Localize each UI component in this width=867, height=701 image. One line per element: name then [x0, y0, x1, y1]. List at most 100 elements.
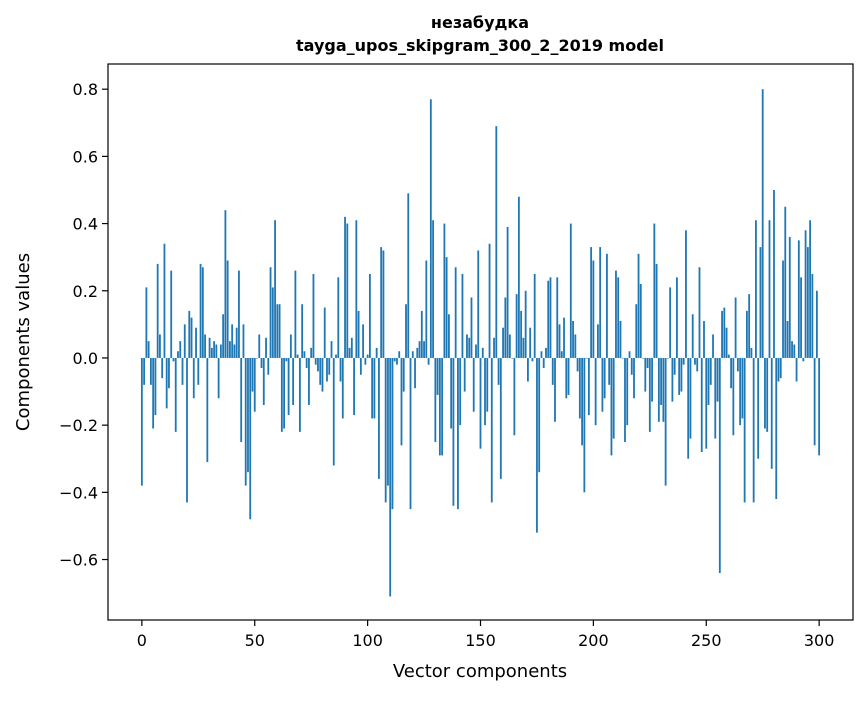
bar-259 — [725, 327, 728, 358]
bar-132 — [438, 357, 441, 456]
bar-183 — [554, 357, 556, 422]
bar-52 — [258, 334, 261, 358]
bar-205 — [603, 357, 606, 399]
bar-267 — [743, 357, 746, 503]
bar-66 — [289, 334, 292, 358]
bar-142 — [461, 273, 464, 358]
bar-233 — [666, 357, 669, 359]
bar-254 — [714, 357, 717, 439]
bar-34 — [217, 357, 220, 399]
bar-186 — [560, 351, 563, 358]
bar-188 — [565, 357, 568, 399]
bar-231 — [662, 357, 665, 422]
bar-218 — [633, 357, 635, 399]
bar-161 — [504, 297, 507, 358]
bar-113 — [396, 357, 398, 365]
bar-150 — [479, 357, 482, 449]
bar-223 — [644, 357, 647, 392]
bar-75 — [310, 347, 313, 358]
bar-294 — [804, 230, 807, 358]
bar-89 — [341, 357, 344, 419]
bar-5 — [152, 357, 155, 429]
bar-36 — [222, 314, 225, 358]
bar-80 — [321, 357, 324, 392]
bar-93 — [350, 337, 353, 358]
bar-277 — [766, 357, 769, 432]
bar-274 — [759, 247, 762, 358]
bar-209 — [612, 357, 615, 439]
bar-290 — [795, 357, 798, 382]
bar-179 — [545, 347, 547, 358]
bar-104 — [375, 347, 378, 358]
bar-47 — [247, 357, 249, 473]
bar-39 — [229, 341, 231, 358]
bar-45 — [242, 324, 245, 358]
bar-168 — [520, 310, 523, 358]
bar-157 — [495, 126, 498, 358]
bar-95 — [355, 220, 358, 358]
bar-48 — [249, 357, 252, 520]
bar-240 — [682, 357, 685, 365]
bar-114 — [398, 351, 401, 358]
bar-189 — [567, 357, 570, 395]
bar-50 — [253, 357, 256, 412]
bar-0 — [140, 357, 143, 486]
bar-57 — [269, 267, 272, 358]
bar-234 — [669, 287, 672, 358]
bar-242 — [687, 357, 690, 459]
bar-107 — [382, 250, 385, 358]
bar-16 — [177, 351, 179, 358]
bar-166 — [515, 294, 518, 358]
bar-227 — [653, 223, 656, 358]
bar-37 — [224, 210, 227, 358]
bar-series — [140, 89, 821, 597]
bar-46 — [244, 357, 247, 486]
bar-228 — [655, 263, 658, 358]
bar-263 — [734, 297, 737, 358]
y-tick-label: 0.4 — [73, 215, 98, 234]
bar-207 — [608, 357, 611, 385]
bar-270 — [750, 347, 753, 358]
bar-236 — [673, 357, 676, 375]
bar-202 — [596, 324, 599, 358]
bar-23 — [192, 357, 195, 399]
bar-262 — [732, 357, 735, 436]
bar-67 — [292, 357, 295, 405]
bar-180 — [547, 280, 550, 358]
bar-201 — [594, 357, 597, 426]
bar-63 — [283, 357, 285, 429]
bar-298 — [813, 357, 816, 446]
bar-283 — [779, 357, 782, 379]
bar-266 — [741, 357, 744, 419]
bar-176 — [538, 357, 541, 473]
bar-280 — [773, 189, 775, 358]
bar-246 — [696, 357, 699, 372]
bar-241 — [685, 230, 687, 358]
bar-185 — [558, 324, 561, 358]
bar-141 — [459, 357, 462, 426]
bar-133 — [441, 357, 444, 456]
y-axis-label: Components values — [13, 253, 34, 431]
bar-15 — [174, 357, 177, 432]
bar-273 — [757, 357, 760, 459]
bar-98 — [362, 324, 365, 358]
bar-79 — [319, 357, 322, 385]
bar-108 — [384, 357, 387, 503]
bar-212 — [619, 321, 622, 358]
bar-117 — [405, 304, 407, 358]
bar-84 — [330, 341, 333, 358]
bar-232 — [664, 357, 667, 486]
bar-40 — [231, 324, 234, 358]
bar-17 — [179, 341, 182, 358]
chart-title: незабудка tayga_upos_skipgram_300_2_2019… — [296, 13, 664, 55]
bar-77 — [314, 357, 317, 365]
bar-86 — [335, 354, 337, 358]
bar-71 — [301, 304, 304, 358]
bar-292 — [800, 277, 802, 358]
bar-192 — [574, 334, 577, 358]
bar-199 — [590, 247, 593, 358]
bar-250 — [705, 357, 708, 449]
y-tick-label: −0.6 — [59, 551, 98, 570]
x-tick-label: 0 — [137, 631, 147, 650]
bar-9 — [161, 357, 164, 379]
